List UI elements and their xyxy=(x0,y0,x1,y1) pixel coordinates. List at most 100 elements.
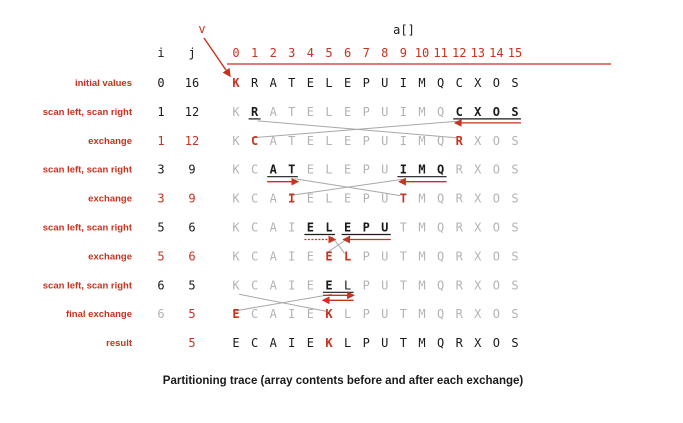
array-cell: O xyxy=(493,278,500,292)
array-cell: T xyxy=(288,163,295,177)
array-cell: M xyxy=(418,105,425,119)
j-value: 6 xyxy=(188,221,195,235)
array-cell: E xyxy=(307,249,314,263)
array-index-label: 8 xyxy=(381,46,388,60)
row-label: exchange xyxy=(88,251,132,262)
array-cell: M xyxy=(418,336,425,350)
array-name-label: a[] xyxy=(393,23,415,37)
array-index-label: 13 xyxy=(471,46,485,60)
array-cell: Q xyxy=(437,76,444,90)
i-value: 5 xyxy=(157,249,164,263)
array-cell: K xyxy=(232,278,240,292)
array-cell: P xyxy=(363,336,370,350)
array-cell: E xyxy=(344,105,351,119)
array-cell: S xyxy=(511,221,518,235)
array-cell: E xyxy=(344,76,351,90)
array-cell: T xyxy=(400,336,407,350)
array-cell: O xyxy=(493,192,500,206)
array-cell: K xyxy=(232,134,240,148)
array-cell: I xyxy=(400,134,407,148)
array-cell: L xyxy=(325,192,332,206)
array-cell: U xyxy=(381,249,388,263)
array-cell: E xyxy=(307,163,314,177)
array-cell: A xyxy=(270,192,278,206)
array-cell: E xyxy=(307,278,314,292)
array-cell: A xyxy=(270,307,278,321)
array-cell: C xyxy=(251,134,258,148)
array-cell: S xyxy=(511,307,518,321)
array-cell: P xyxy=(363,249,370,263)
array-cell: C xyxy=(251,307,258,321)
array-index-label: 11 xyxy=(433,46,447,60)
array-cell: E xyxy=(307,336,314,350)
array-cell: R xyxy=(456,307,464,321)
array-cell: I xyxy=(288,307,295,321)
array-cell: Q xyxy=(437,105,444,119)
array-cell: I xyxy=(400,105,407,119)
array-cell: C xyxy=(251,278,258,292)
array-cell: T xyxy=(288,76,295,90)
array-cell: E xyxy=(325,249,332,263)
array-cell: M xyxy=(418,134,425,148)
array-cell: P xyxy=(363,192,370,206)
trace-row: final exchange 6 5 E C A I E K L P U T M Q R X O S xyxy=(66,307,519,321)
array-cell: U xyxy=(381,76,388,90)
array-cell: E xyxy=(344,221,351,235)
array-cell: P xyxy=(363,76,370,90)
array-cell: P xyxy=(363,163,370,177)
pivot-pointer-arrow xyxy=(203,37,231,78)
array-cell: O xyxy=(493,307,500,321)
array-cell: R xyxy=(251,76,259,90)
exchange-line xyxy=(288,178,407,197)
array-cell: S xyxy=(511,76,518,90)
array-cell: L xyxy=(325,134,332,148)
array-cell: E xyxy=(307,134,314,148)
i-value: 1 xyxy=(157,105,164,119)
array-cell: O xyxy=(493,134,500,148)
j-value: 6 xyxy=(188,249,195,263)
array-cell: A xyxy=(270,105,278,119)
array-cell: K xyxy=(232,249,240,263)
array-cell: S xyxy=(511,105,518,119)
array-cell: Q xyxy=(437,134,444,148)
j-value: 9 xyxy=(188,192,195,206)
array-cell: X xyxy=(474,76,482,90)
array-cell: O xyxy=(493,105,500,119)
pivot-v-label: v xyxy=(198,22,205,36)
array-cell: I xyxy=(288,336,295,350)
array-cell: P xyxy=(363,134,370,148)
array-index-label: 0 xyxy=(232,46,239,60)
array-cell: S xyxy=(511,134,518,148)
array-cell: X xyxy=(474,307,482,321)
j-value: 5 xyxy=(188,307,195,321)
array-cell: U xyxy=(381,134,388,148)
array-cell: S xyxy=(511,192,518,206)
array-cell: O xyxy=(493,336,500,350)
trace-row: exchange 5 6 K C A I E E L P U T M Q R X O S xyxy=(88,249,518,263)
array-index-label: 12 xyxy=(452,46,466,60)
array-cell: X xyxy=(474,134,482,148)
array-cell: L xyxy=(344,336,351,350)
array-cell: Q xyxy=(437,163,444,177)
array-cell: O xyxy=(493,249,500,263)
array-cell: U xyxy=(381,221,388,235)
trace-row: scan left, scan right 3 9 K C A T E L E P U I M Q R X O S xyxy=(43,163,519,177)
i-value: 3 xyxy=(157,192,164,206)
array-cell: Q xyxy=(437,221,444,235)
array-cell: I xyxy=(288,278,295,292)
j-value: 12 xyxy=(185,105,199,119)
array-cell: X xyxy=(474,249,482,263)
array-cell: X xyxy=(474,336,482,350)
array-cell: L xyxy=(344,307,351,321)
array-cell: L xyxy=(325,221,332,235)
array-cell: R xyxy=(456,336,464,350)
j-value: 5 xyxy=(188,336,195,350)
array-cell: I xyxy=(400,163,407,177)
array-cell: K xyxy=(232,192,240,206)
header-layer: a[]vi j 0 1 2 3 4 5 6 7 8 9 10 11 12 13 14 15 xyxy=(157,22,611,78)
row-label: scan left, scan right xyxy=(43,165,133,176)
array-cell: M xyxy=(418,76,425,90)
array-cell: T xyxy=(288,134,295,148)
trace-row: exchange 3 9 K C A I E L E P U T M Q R X O S xyxy=(88,192,518,206)
